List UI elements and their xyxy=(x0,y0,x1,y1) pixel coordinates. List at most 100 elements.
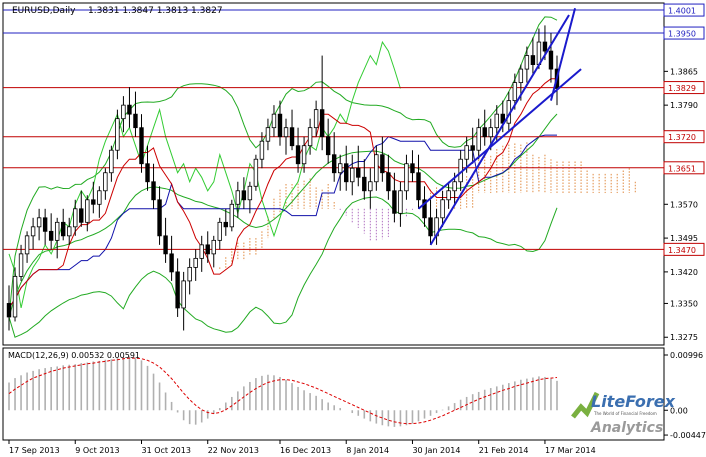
candle-body xyxy=(295,145,301,165)
price-tick-label: 1.3865 xyxy=(670,67,698,76)
candle-body xyxy=(319,109,325,138)
candle-body xyxy=(386,172,391,192)
time-tick-label: 17 Mar 2014 xyxy=(545,446,596,455)
candle-body xyxy=(307,127,313,147)
candle-body xyxy=(428,217,433,237)
candle-body xyxy=(127,104,132,115)
candle-body xyxy=(145,163,150,183)
candle-body xyxy=(24,235,30,255)
price-tick-label: 1.3420 xyxy=(670,268,698,277)
candle-body xyxy=(235,190,241,205)
candle-body xyxy=(193,257,198,268)
candle-body xyxy=(476,127,481,151)
time-tick-label: 22 Nov 2013 xyxy=(208,446,259,455)
candle-body xyxy=(187,266,192,282)
candle-body xyxy=(470,145,475,151)
price-tick-label: 1.3350 xyxy=(670,299,698,308)
candle-body xyxy=(301,145,307,165)
candle-body xyxy=(223,221,228,228)
candle-body xyxy=(163,235,168,255)
candle-body xyxy=(344,163,349,183)
candle-body xyxy=(446,190,451,201)
candle-body xyxy=(464,145,469,160)
candle-body xyxy=(97,190,102,205)
candle-body xyxy=(277,113,283,138)
candle-body xyxy=(12,275,18,318)
chikou-line xyxy=(8,40,401,309)
candle-body xyxy=(398,190,403,214)
candle-body xyxy=(247,185,253,201)
macd-tick-label: 0.00 xyxy=(670,406,688,415)
candle-body xyxy=(289,127,295,147)
candle-body xyxy=(139,127,144,165)
candle-body xyxy=(356,167,361,178)
candle-body xyxy=(48,230,54,241)
time-tick-label: 21 Feb 2014 xyxy=(479,446,529,455)
candle-body xyxy=(265,127,271,142)
time-tick-label: 31 Oct 2013 xyxy=(141,446,190,455)
candle-body xyxy=(380,154,385,174)
level-tag-label: 1.3470 xyxy=(668,246,696,255)
candle-body xyxy=(85,199,90,223)
candle-body xyxy=(73,208,78,228)
price-tick-label: 1.3790 xyxy=(670,101,698,110)
level-tag xyxy=(663,81,705,95)
candle-body xyxy=(30,226,36,237)
macd-tick-label: -0.00447 xyxy=(670,431,706,440)
time-tick-label: 9 Oct 2013 xyxy=(75,446,119,455)
channel-upper-line xyxy=(429,14,570,246)
candle-body xyxy=(241,190,247,201)
time-tick-label: 30 Jan 2014 xyxy=(412,446,460,455)
level-tag xyxy=(663,3,705,17)
candle-body xyxy=(36,217,42,228)
candle-body xyxy=(350,167,355,183)
macd-panel-frame xyxy=(2,347,665,441)
level-tag-label: 1.3950 xyxy=(668,30,696,39)
level-tag-label: 1.3651 xyxy=(668,164,696,173)
candle-body xyxy=(133,113,138,129)
candle-body xyxy=(169,253,174,273)
time-axis: 17 Sep 2013 9 Oct 2013 31 Oct 2013 22 Nov 2… xyxy=(8,440,596,455)
candle-body xyxy=(79,208,84,223)
candle-body xyxy=(530,55,536,65)
trend-channel xyxy=(417,8,582,246)
candle-body xyxy=(542,41,548,52)
candle-body xyxy=(488,127,493,138)
tenkan-line xyxy=(8,78,557,309)
candle-body xyxy=(229,203,235,228)
candle-body xyxy=(368,181,373,192)
candle-body xyxy=(283,127,289,138)
candle-body xyxy=(61,221,66,237)
level-tag xyxy=(663,26,705,40)
level-tag xyxy=(663,242,705,256)
candle-body xyxy=(313,109,319,129)
candle-body xyxy=(91,199,96,205)
chart-title: EURUSD,Daily xyxy=(12,6,76,16)
candle-body xyxy=(518,68,524,84)
candle-body xyxy=(217,221,222,241)
candle-body xyxy=(410,163,415,174)
candle-body xyxy=(331,154,337,174)
candle-body xyxy=(175,271,180,309)
level-tag-label: 1.3829 xyxy=(668,84,696,93)
candle-body xyxy=(121,104,126,120)
time-tick-label: 8 Jan 2014 xyxy=(346,446,389,455)
candle-body xyxy=(253,158,259,187)
price-tick-label: 1.3495 xyxy=(670,234,698,243)
level-tags: 1.4001 1.3950 1.3829 1.3720 1.3651 1.3470 xyxy=(663,3,705,256)
price-tick-label: 1.3570 xyxy=(670,200,698,209)
candle-body xyxy=(151,181,156,201)
level-tag xyxy=(663,161,705,175)
bollinger-upper xyxy=(8,16,558,318)
candle-body xyxy=(416,172,421,201)
level-tag-label: 1.4001 xyxy=(668,7,696,16)
liteforex-watermark: LiteForex The World of Financial Freedom… xyxy=(571,391,676,436)
watermark-sub: Analytics xyxy=(590,420,663,436)
candles xyxy=(6,25,560,331)
candle-body xyxy=(482,127,487,138)
candle-body xyxy=(548,50,554,70)
macd-title: MACD(12,26,9) 0.00532 0.00591 xyxy=(8,351,140,360)
ohlc-readout: 1.3831 1.3847 1.3813 1.3827 xyxy=(88,6,223,16)
candle-body xyxy=(271,113,277,129)
candle-body xyxy=(211,239,216,255)
